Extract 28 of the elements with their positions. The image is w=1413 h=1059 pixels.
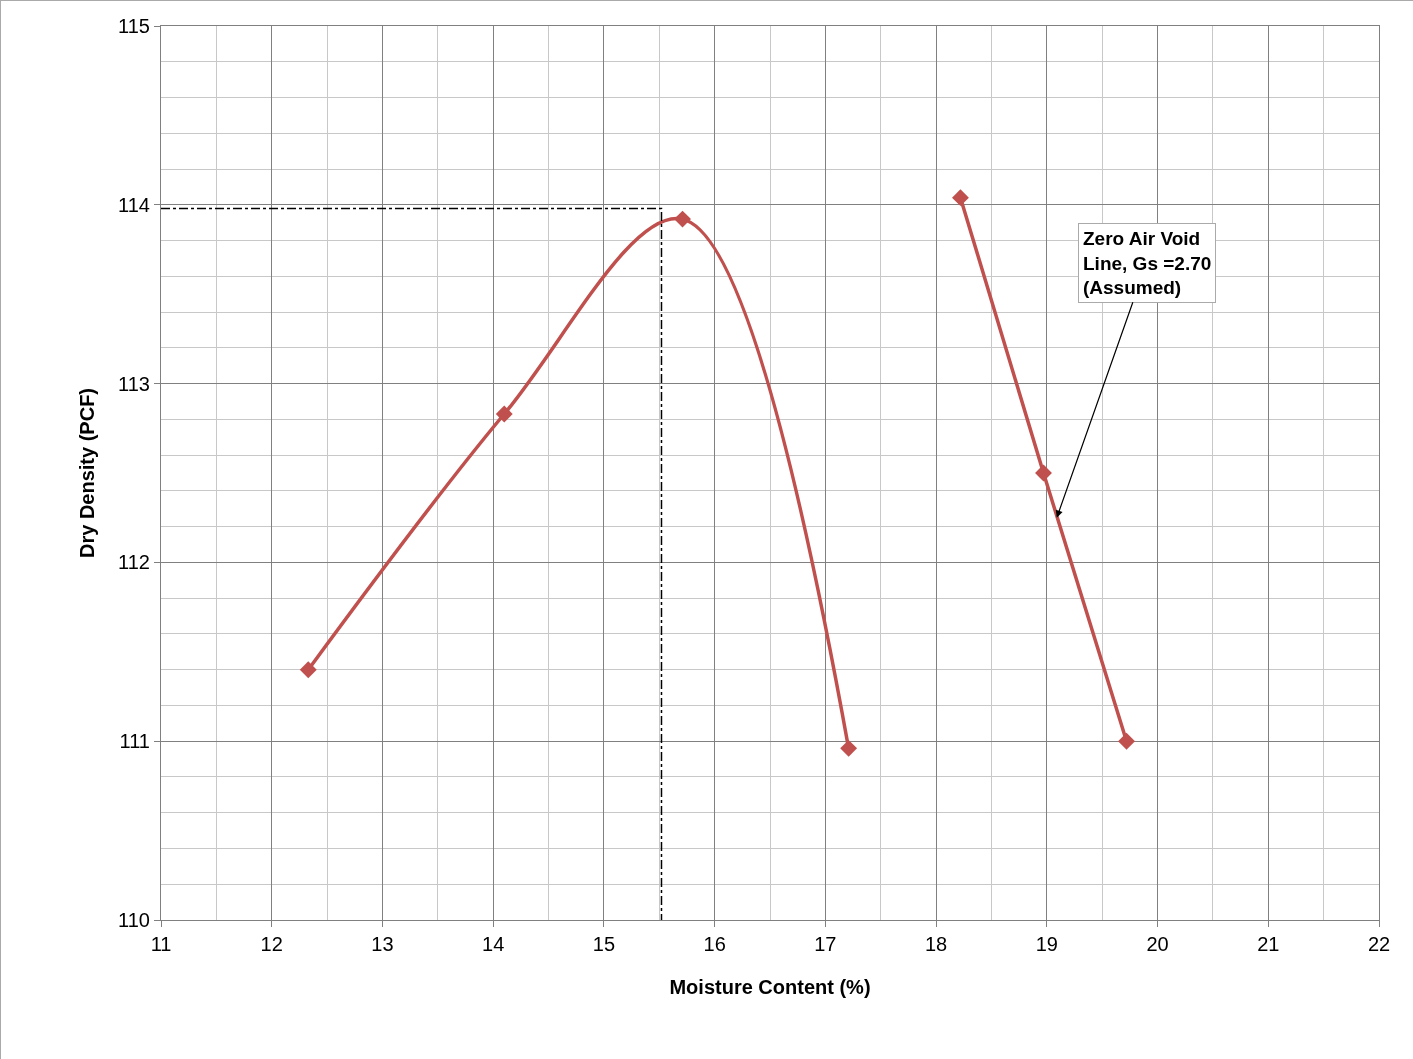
- x-tick-label: 18: [924, 933, 948, 955]
- y-tick-label: 112: [118, 551, 150, 574]
- x-tick-label: 16: [703, 933, 726, 955]
- point: [495, 405, 513, 423]
- y-tick-label: 111: [119, 730, 150, 753]
- x-tick-label: 13: [371, 933, 394, 955]
- x-tick-label: 11: [150, 933, 172, 955]
- y-tick-label: 114: [118, 193, 150, 216]
- x-tick-label: 14: [482, 933, 505, 955]
- y-tick-label: 110: [118, 909, 150, 931]
- x-tick-label: 19: [1035, 933, 1058, 955]
- x-tick-label: 15: [592, 933, 616, 955]
- x-tick-label: 21: [1257, 933, 1280, 955]
- point: [299, 661, 317, 679]
- y-tick-label: 113: [118, 372, 150, 395]
- y-axis-title: Dry Density (PCF): [75, 387, 98, 559]
- point: [1035, 464, 1052, 482]
- point: [952, 189, 969, 207]
- x-tick-label: 20: [1146, 933, 1169, 955]
- point: [674, 210, 691, 228]
- x-axis-title: Moisture Content (%): [669, 975, 871, 998]
- point: [840, 739, 858, 757]
- y-tick-label: 115: [118, 15, 150, 37]
- x-tick-label: 17: [814, 933, 837, 955]
- point: [1118, 732, 1135, 750]
- annotation: Zero Air Void Line, Gs =2.70 (Assumed): [1083, 228, 1212, 299]
- x-tick-label: 22: [1367, 933, 1391, 955]
- x-tick-label: 12: [260, 933, 283, 955]
